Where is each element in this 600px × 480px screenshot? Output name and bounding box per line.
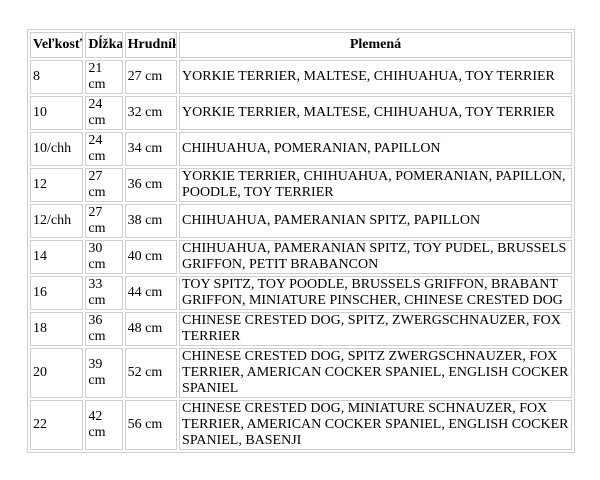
cell-size: 12/chh [30, 204, 84, 238]
table-row: 22 42 cm 56 cm CHINESE CRESTED DOG, MINI… [30, 400, 572, 450]
table-row: 8 21 cm 27 cm YORKIE TERRIER, MALTESE, C… [30, 60, 572, 94]
cell-chest: 34 cm [124, 132, 178, 166]
cell-chest: 32 cm [124, 96, 178, 130]
cell-size: 12 [30, 168, 84, 202]
cell-length: 24 cm [85, 96, 123, 130]
table-header: Veľkosť Dĺžka Hrudník Plemená [30, 32, 572, 58]
cell-length: 33 cm [85, 276, 123, 310]
cell-breeds: CHIHUAHUA, PAMERANIAN SPITZ, PAPILLON [179, 204, 572, 238]
cell-size: 10/chh [30, 132, 84, 166]
cell-length: 39 cm [85, 348, 123, 398]
cell-breeds: CHIHUAHUA, PAMERANIAN SPITZ, TOY PUDEL, … [179, 240, 572, 274]
cell-size: 20 [30, 348, 84, 398]
cell-size: 8 [30, 60, 84, 94]
cell-length: 24 cm [85, 132, 123, 166]
cell-chest: 40 cm [124, 240, 178, 274]
cell-length: 30 cm [85, 240, 123, 274]
table-body: 8 21 cm 27 cm YORKIE TERRIER, MALTESE, C… [30, 60, 572, 450]
cell-length: 27 cm [85, 168, 123, 202]
table-row: 14 30 cm 40 cm CHIHUAHUA, PAMERANIAN SPI… [30, 240, 572, 274]
header-chest: Hrudník [124, 32, 178, 58]
cell-chest: 56 cm [124, 400, 178, 450]
table-row: 18 36 cm 48 cm CHINESE CRESTED DOG, SPIT… [30, 312, 572, 346]
cell-size: 14 [30, 240, 84, 274]
table-row: 10 24 cm 32 cm YORKIE TERRIER, MALTESE, … [30, 96, 572, 130]
cell-breeds: CHINESE CRESTED DOG, SPITZ, ZWERGSCHNAUZ… [179, 312, 572, 346]
cell-chest: 27 cm [124, 60, 178, 94]
cell-length: 36 cm [85, 312, 123, 346]
table-row: 20 39 cm 52 cm CHINESE CRESTED DOG, SPIT… [30, 348, 572, 398]
table-row: 16 33 cm 44 cm TOY SPITZ, TOY POODLE, BR… [30, 276, 572, 310]
cell-size: 22 [30, 400, 84, 450]
header-breeds: Plemená [179, 32, 572, 58]
header-size: Veľkosť [30, 32, 84, 58]
cell-breeds: TOY SPITZ, TOY POODLE, BRUSSELS GRIFFON,… [179, 276, 572, 310]
cell-breeds: YORKIE TERRIER, MALTESE, CHIHUAHUA, TOY … [179, 96, 572, 130]
table-row: 12/chh 27 cm 38 cm CHIHUAHUA, PAMERANIAN… [30, 204, 572, 238]
table-row: 10/chh 24 cm 34 cm CHIHUAHUA, POMERANIAN… [30, 132, 572, 166]
cell-chest: 52 cm [124, 348, 178, 398]
cell-size: 16 [30, 276, 84, 310]
cell-chest: 44 cm [124, 276, 178, 310]
cell-chest: 38 cm [124, 204, 178, 238]
dog-size-table: Veľkosť Dĺžka Hrudník Plemená 8 21 cm 27… [27, 29, 575, 453]
cell-breeds: CHIHUAHUA, POMERANIAN, PAPILLON [179, 132, 572, 166]
cell-breeds: CHINESE CRESTED DOG, SPITZ ZWERGSCHNAUZE… [179, 348, 572, 398]
cell-chest: 36 cm [124, 168, 178, 202]
cell-breeds: YORKIE TERRIER, MALTESE, CHIHUAHUA, TOY … [179, 60, 572, 94]
cell-length: 21 cm [85, 60, 123, 94]
cell-length: 42 cm [85, 400, 123, 450]
cell-length: 27 cm [85, 204, 123, 238]
cell-breeds: YORKIE TERRIER, CHIHUAHUA, POMERANIAN, P… [179, 168, 572, 202]
cell-breeds: CHINESE CRESTED DOG, MINIATURE SCHNAUZER… [179, 400, 572, 450]
cell-size: 18 [30, 312, 84, 346]
cell-chest: 48 cm [124, 312, 178, 346]
header-row: Veľkosť Dĺžka Hrudník Plemená [30, 32, 572, 58]
header-length: Dĺžka [85, 32, 123, 58]
cell-size: 10 [30, 96, 84, 130]
table-row: 12 27 cm 36 cm YORKIE TERRIER, CHIHUAHUA… [30, 168, 572, 202]
